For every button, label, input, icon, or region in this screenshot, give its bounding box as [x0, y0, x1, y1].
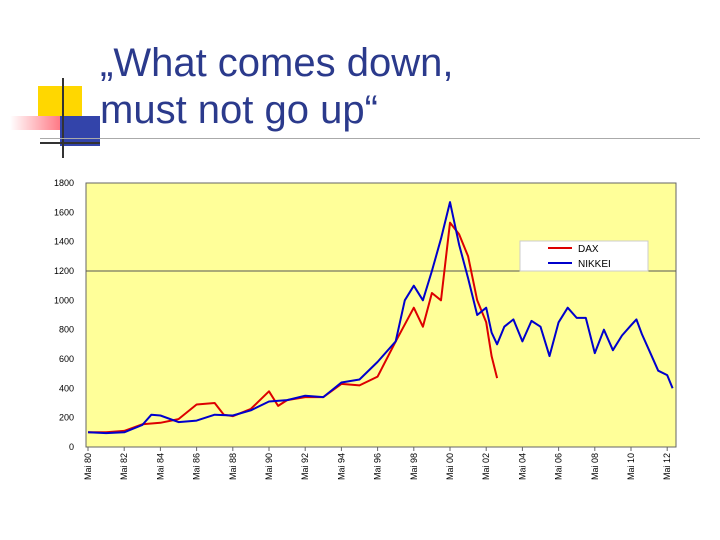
- deco-horizontal-line: [40, 142, 100, 144]
- x-axis: Mai 80 Mai 82 Mai 84 Mai 86 Mai 88 Mai 90 Mai …: [83, 447, 672, 480]
- series-layer: [87, 201, 674, 435]
- x-tick-label: Mai 08: [590, 453, 600, 480]
- x-tick-label: Mai 84: [155, 453, 165, 480]
- x-tick-label: Mai 00: [445, 453, 455, 480]
- y-tick-label: 400: [59, 383, 74, 393]
- y-tick-label: 200: [59, 413, 74, 423]
- y-tick-label: 1200: [54, 266, 74, 276]
- x-tick-label: Mai 92: [300, 453, 310, 480]
- y-tick-label: 0: [69, 442, 74, 452]
- x-tick-label: Mai 80: [83, 453, 93, 480]
- x-tick-label: Mai 94: [336, 453, 346, 480]
- x-tick-label: Mai 06: [554, 453, 564, 480]
- x-tick-label: Mai 86: [192, 453, 202, 480]
- x-tick-label: Mai 02: [481, 453, 491, 480]
- series-line-nikkei: [87, 201, 674, 435]
- legend: DAX NIKKEI: [519, 240, 649, 272]
- y-tick-label: 1000: [54, 295, 74, 305]
- x-tick-label: Mai 98: [409, 453, 419, 480]
- title-underline: [40, 138, 700, 139]
- y-tick-label: 1600: [54, 207, 74, 217]
- deco-blue-square: [60, 116, 100, 146]
- x-tick-label: Mai 82: [119, 453, 129, 480]
- y-tick-label: 600: [59, 354, 74, 364]
- legend-label-nikkei: NIKKEI: [578, 259, 611, 270]
- y-axis: 0 200 400 600 800 1000 1200 1400 1600 1800: [54, 178, 74, 452]
- x-tick-label: Mai 88: [228, 453, 238, 480]
- x-tick-label: Mai 96: [373, 453, 383, 480]
- y-tick-label: 800: [59, 325, 74, 335]
- plot-area: [85, 182, 677, 448]
- deco-vertical-line: [62, 78, 64, 158]
- slide-title: „What comes down, must not go up“: [100, 41, 454, 132]
- x-tick-label: Mai 10: [626, 453, 636, 480]
- legend-box: [519, 240, 649, 272]
- line-chart: 0 200 400 600 800 1000 1200 1400 1600 1800 Mai 80…: [54, 178, 677, 480]
- legend-label-dax: DAX: [578, 244, 599, 255]
- x-tick-label: Mai 04: [517, 453, 527, 480]
- y-tick-label: 1800: [54, 178, 74, 188]
- y-tick-label: 1400: [54, 237, 74, 247]
- x-tick-label: Mai 90: [264, 453, 274, 480]
- x-tick-label: Mai 12: [662, 453, 672, 480]
